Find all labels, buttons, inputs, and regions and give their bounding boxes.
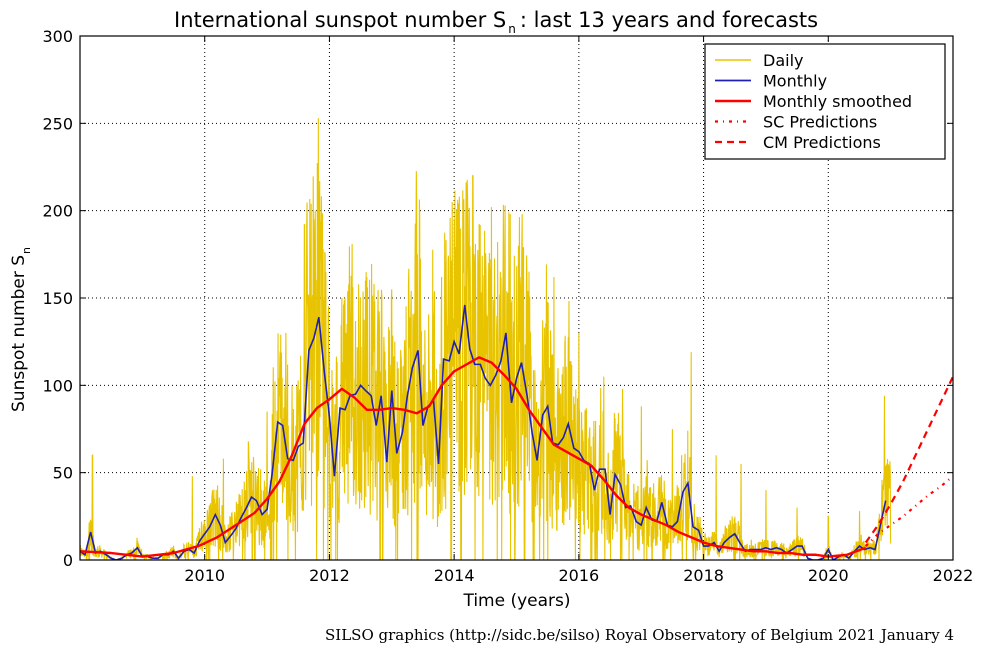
series-sc-predictions-line (864, 475, 953, 547)
legend-label: Daily (763, 51, 803, 70)
legend-item-daily: Daily (715, 51, 803, 70)
legend-label: SC Predictions (763, 113, 877, 132)
x-tick-label: 2020 (808, 566, 849, 585)
y-tick-label: 300 (42, 27, 73, 46)
y-tick-label: 100 (42, 376, 73, 395)
legend-item-monthly: Monthly (715, 72, 827, 91)
legend-item-sc-predictions: SC Predictions (715, 113, 877, 132)
legend-item-cm-predictions: CM Predictions (715, 133, 881, 152)
series-daily-line (80, 118, 892, 560)
x-tick-label: 2012 (309, 566, 350, 585)
x-tick-label: 2010 (184, 566, 225, 585)
x-axis-label: Time (years) (462, 591, 570, 611)
legend-label: Monthly smoothed (763, 92, 912, 111)
y-axis-label-main: Sunspot number S (9, 255, 29, 412)
x-tick-label: 2014 (434, 566, 475, 585)
x-tick-label: 2016 (558, 566, 599, 585)
chart-title-subscript: n (508, 22, 516, 36)
plot-area: 2010 2012 2014 2016 2018 2020 2022 0 50 100 150 200… (42, 27, 973, 585)
y-tick-label: 0 (63, 551, 73, 570)
chart-title: International sunspot number S n : last … (174, 8, 818, 36)
chart-title-main: International sunspot number S (174, 8, 506, 32)
y-tick-label: 250 (42, 114, 73, 133)
legend-item-smoothed: Monthly smoothed (715, 92, 912, 111)
legend-label: CM Predictions (763, 133, 881, 152)
y-axis-label: Sunspot number S n (9, 247, 33, 412)
y-axis-label-subscript: n (20, 247, 33, 254)
plot-series (80, 118, 953, 560)
credit-line: SILSO graphics (http://sidc.be/silso) Ro… (325, 626, 954, 644)
legend-label: Monthly (763, 72, 827, 91)
chart-title-rest: : last 13 years and forecasts (520, 8, 818, 32)
y-tick-label: 200 (42, 202, 73, 221)
series-smoothed-line (80, 356, 867, 558)
y-tick-label: 150 (42, 289, 73, 308)
series-cm-predictions-line (864, 376, 953, 544)
y-tick-label: 50 (53, 464, 73, 483)
series-monthly-line (80, 304, 887, 560)
x-tick-label: 2018 (683, 566, 724, 585)
x-tick-label: 2022 (933, 566, 974, 585)
